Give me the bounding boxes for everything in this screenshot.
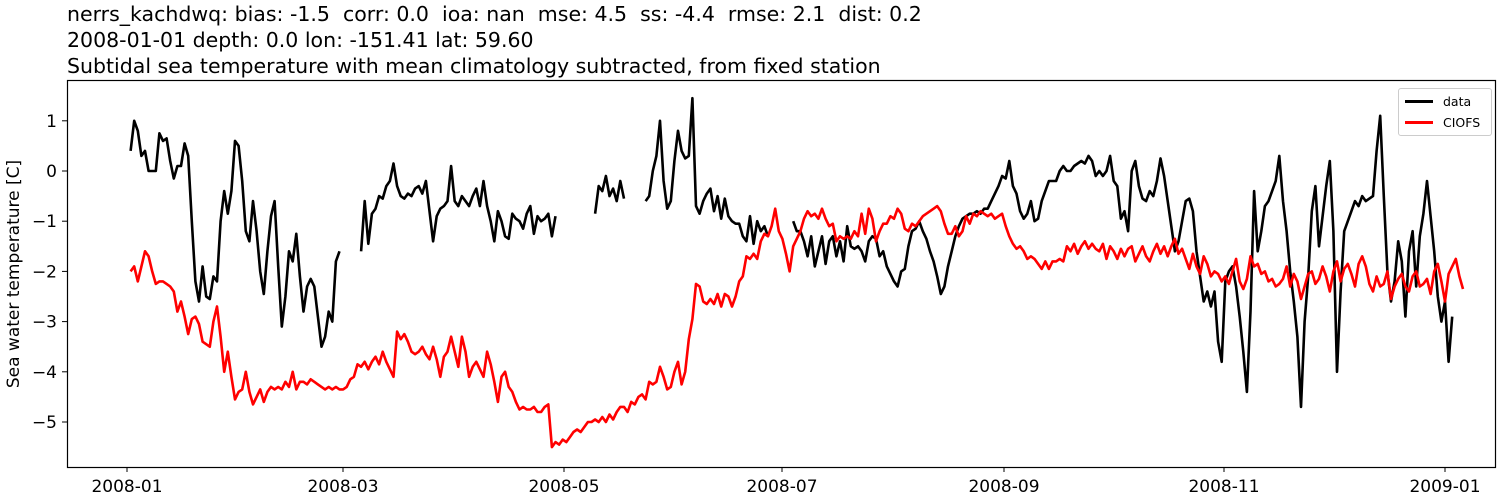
chart-title-location: 2008-01-01 depth: 0.0 lon: -151.41 lat: … xyxy=(67,28,534,52)
legend-label-data: data xyxy=(1443,93,1472,109)
x-tick-label: 2008-01 xyxy=(91,477,162,497)
y-axis-label: Sea water temperature [C] xyxy=(4,160,24,388)
legend-item-data: data xyxy=(1405,91,1471,111)
legend-item-ciofs: CIOFS xyxy=(1405,112,1480,132)
series-line-data xyxy=(129,119,341,349)
series-layer xyxy=(129,96,1465,449)
legend-label-ciofs: CIOFS xyxy=(1443,114,1481,130)
series-line-data xyxy=(791,114,1454,409)
y-tick-label: −2 xyxy=(32,262,57,282)
series-line-ciofs xyxy=(129,204,1465,449)
x-axis: 2008-01 2008-03 2008-05 2008-07 2008-09 2008-… xyxy=(91,467,1481,497)
x-tick-label: 2008-11 xyxy=(1188,477,1259,497)
series-line-data xyxy=(644,96,770,246)
y-tick-label: −5 xyxy=(32,413,57,433)
series-line-data xyxy=(359,162,557,252)
legend-swatch-data xyxy=(1405,99,1433,103)
legend: data CIOFS xyxy=(1398,88,1492,136)
x-tick-label: 2008-07 xyxy=(746,477,817,497)
x-tick-label: 2008-09 xyxy=(968,477,1039,497)
x-tick-label: 2008-05 xyxy=(528,477,599,497)
y-tick-label: −1 xyxy=(32,212,57,232)
chart-title-description: Subtidal sea temperature with mean clima… xyxy=(67,54,881,78)
y-tick-label: 0 xyxy=(46,162,57,182)
legend-swatch-ciofs xyxy=(1405,120,1433,124)
chart-title-stats: nerrs_kachdwq: bias: -1.5 corr: 0.0 ioa:… xyxy=(67,2,922,26)
y-tick-label: −3 xyxy=(32,313,57,333)
y-tick-label: 1 xyxy=(46,112,57,132)
plot-frame xyxy=(66,79,1497,469)
x-tick-label: 2009-01 xyxy=(1409,477,1480,497)
x-tick-label: 2008-03 xyxy=(307,477,378,497)
y-tick-label: −4 xyxy=(32,363,57,383)
series-line-data xyxy=(593,174,626,214)
y-axis: 1 0 −1 −2 −3 −4 −5 xyxy=(32,112,67,433)
